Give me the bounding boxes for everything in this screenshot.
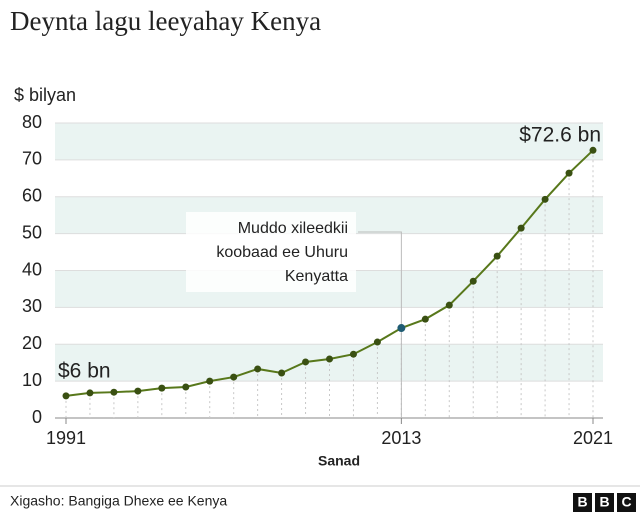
- point: [110, 388, 118, 396]
- point: [445, 301, 453, 309]
- point: [254, 365, 262, 373]
- point: [373, 338, 381, 346]
- annotation-text: Muddo xileedkii: [238, 220, 348, 237]
- y-tick-label: 10: [22, 370, 42, 390]
- value-label: $72.6 bn: [519, 124, 601, 147]
- logo-letter: B: [599, 494, 609, 510]
- logo-box: [595, 493, 614, 512]
- logo-letter: B: [577, 494, 587, 510]
- point: [421, 315, 429, 323]
- x-axis-label: Sanad: [318, 453, 360, 469]
- chart-title: Deynta lagu leeyahay Kenya: [10, 6, 321, 36]
- point: [278, 369, 286, 377]
- annotation-text: Kenyatta: [285, 268, 348, 285]
- annotation-connector: [358, 231, 402, 418]
- point: [469, 277, 477, 285]
- point: [326, 355, 333, 363]
- y-tick-label: 70: [22, 149, 42, 169]
- y-tick-label: 80: [22, 112, 42, 132]
- point: [182, 383, 190, 391]
- point: [541, 195, 549, 203]
- point: [62, 392, 70, 400]
- point: [86, 389, 94, 397]
- x-tick-label: 1991: [46, 428, 86, 448]
- annotation-box: [186, 212, 356, 292]
- point: [589, 146, 597, 154]
- y-tick-label: 40: [22, 259, 42, 279]
- logo-box: [617, 493, 636, 512]
- point: [230, 373, 238, 381]
- point: [565, 169, 573, 177]
- y-tick-label: 20: [22, 333, 42, 353]
- grid-band: [55, 123, 603, 160]
- x-tick-label: 2021: [573, 428, 613, 448]
- y-tick-label: 60: [22, 186, 42, 206]
- point: [302, 358, 310, 366]
- y-tick-label: 0: [32, 407, 42, 427]
- x-tick-label: 2013: [381, 428, 421, 448]
- point: [493, 252, 501, 260]
- y-axis-label: $ bilyan: [14, 85, 76, 105]
- annotation-text: koobaad ee Uhuru: [216, 244, 348, 261]
- value-label: $6 bn: [58, 360, 111, 383]
- point: [158, 384, 166, 392]
- point: [349, 350, 357, 358]
- point: [397, 324, 406, 333]
- logo-letter: C: [621, 494, 631, 510]
- logo-box: [573, 493, 592, 512]
- y-tick-label: 30: [22, 296, 42, 316]
- point: [517, 224, 525, 232]
- point: [134, 387, 142, 395]
- source: Xigasho: Bangiga Dhexe ee Kenya: [10, 493, 227, 509]
- point: [206, 377, 214, 385]
- y-tick-label: 50: [22, 222, 42, 242]
